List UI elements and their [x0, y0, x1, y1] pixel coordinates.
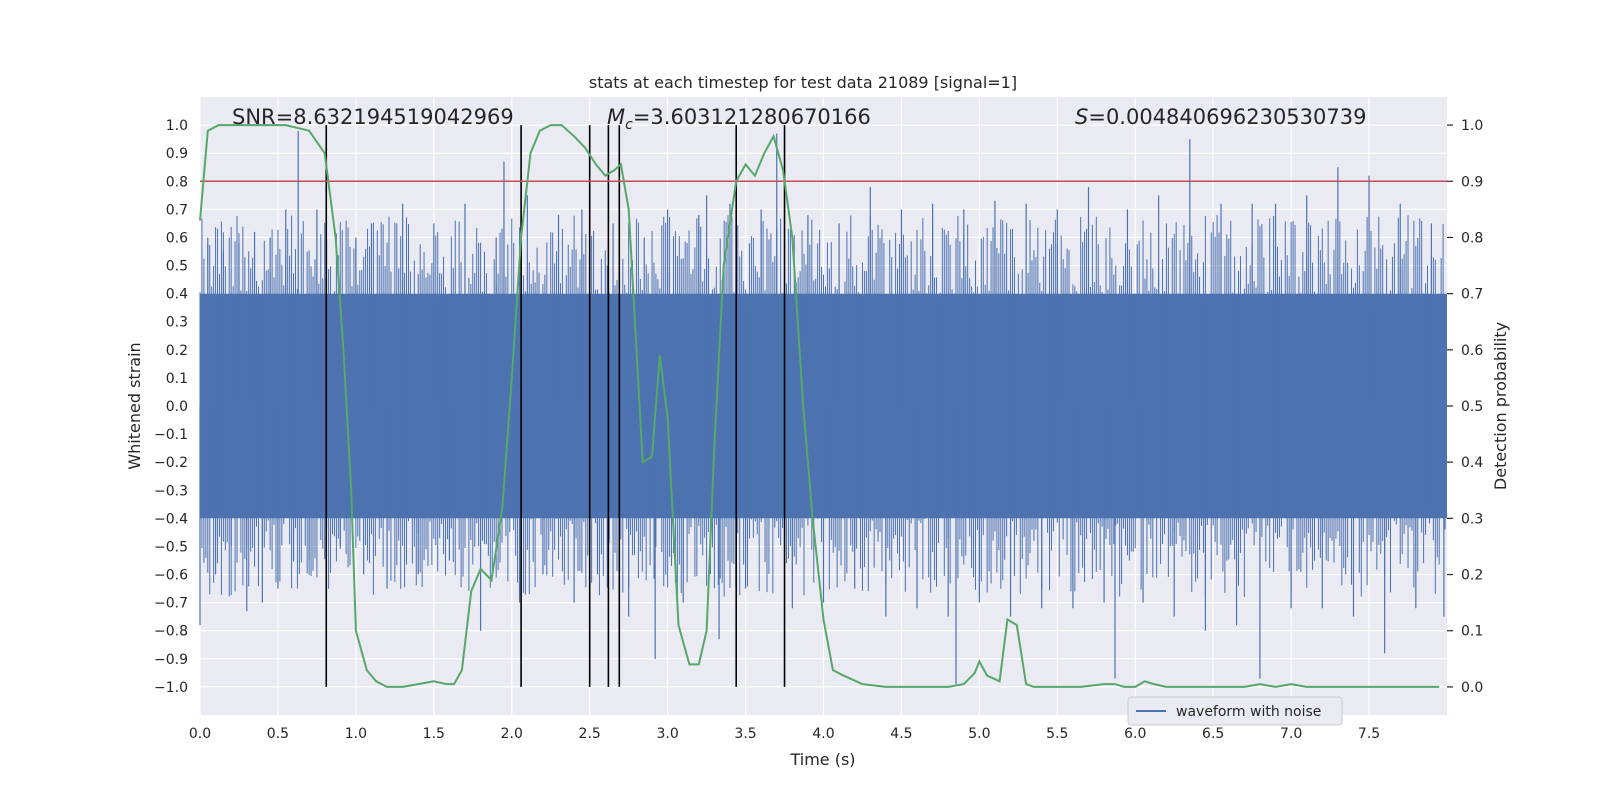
y-left-tick-label: 0.5 [166, 259, 188, 275]
x-tick-label: 3.5 [734, 726, 756, 742]
y-right-tick-label: 0.5 [1461, 399, 1483, 415]
y-right-tick-label: 1.0 [1461, 118, 1483, 134]
y-left-tick-label: −0.3 [154, 483, 188, 499]
y-left-tick-label: 0.8 [166, 174, 188, 190]
vertical-markers [325, 125, 786, 687]
y-left-tick-label: −0.5 [154, 539, 188, 555]
y-left-tick-label: −1.0 [154, 680, 188, 696]
y-left-tick-label: 0.6 [166, 230, 188, 246]
y-left-tick-label: 0.4 [166, 287, 188, 303]
y-right-tick-label: 0.0 [1461, 680, 1483, 696]
x-tick-label: 3.0 [656, 726, 678, 742]
x-axis-ticks: 0.0 0.5 1.0 1.5 2.0 2.5 3.0 3.5 4.0 4.5 5.0 5.5 6.0 6… [189, 726, 1380, 742]
x-tick-label: 6.5 [1202, 726, 1224, 742]
x-tick-label: 7.0 [1280, 726, 1302, 742]
y-left-axis-label: Whitened strain [125, 342, 144, 469]
y-left-tick-label: 0.3 [166, 315, 188, 331]
y-left-tick-label: 0.9 [166, 146, 188, 162]
y-right-tick-label: 0.7 [1461, 287, 1483, 303]
y-left-tick-label: 0.2 [166, 343, 188, 359]
x-tick-label: 0.0 [189, 726, 211, 742]
chart-title: stats at each timestep for test data 210… [589, 73, 1017, 92]
y-left-tick-label: 1.0 [166, 118, 188, 134]
y-left-tick-label: −0.1 [154, 427, 188, 443]
chirp-mass-value: =3.603121280670166 [633, 105, 871, 129]
snr-annotation: SNR=8.632194519042969 [232, 105, 514, 129]
y-left-tick-label: 0.1 [166, 371, 188, 387]
y-right-tick-label: 0.6 [1461, 343, 1483, 359]
legend-box [1127, 696, 1343, 726]
y-left-tick-label: −0.7 [154, 596, 188, 612]
detection-probability-series [199, 124, 1440, 688]
y-left-tick-label: −0.4 [154, 511, 188, 527]
x-tick-label: 0.5 [267, 726, 289, 742]
x-tick-label: 1.0 [345, 726, 367, 742]
chirp-mass-annotation: Mc=3.603121280670166 [607, 105, 871, 133]
x-tick-label: 1.5 [423, 726, 445, 742]
y-right-axis-label: Detection probability [1491, 322, 1510, 490]
chirp-mass-subscript: c [625, 117, 633, 133]
y-left-tick-label: −0.9 [154, 652, 188, 668]
chirp-mass-symbol: M [607, 105, 625, 129]
x-tick-label: 5.5 [1046, 726, 1068, 742]
legend: waveform with noise [1127, 696, 1343, 726]
y-left-axis-ticks: 1.0 0.9 0.8 0.7 0.6 0.5 0.4 0.3 0.2 0.1 0.0 −0.1 −0.… [154, 118, 188, 696]
s-annotation: S=0.004840696230530739 [1075, 105, 1366, 129]
probability-line [199, 124, 1440, 688]
x-axis-label: Time (s) [789, 750, 855, 769]
x-tick-label: 4.5 [890, 726, 912, 742]
legend-entry: waveform with noise [1176, 704, 1321, 720]
s-value: =0.004840696230530739 [1088, 105, 1366, 129]
y-left-tick-label: 0.7 [166, 202, 188, 218]
y-left-tick-label: 0.0 [166, 399, 188, 415]
y-right-axis-ticks: 1.0 0.9 0.8 0.7 0.6 0.5 0.4 0.3 0.2 0.1 0.0 [1447, 118, 1483, 696]
y-left-tick-label: −0.2 [154, 455, 188, 471]
x-tick-label: 2.5 [579, 726, 601, 742]
y-right-tick-label: 0.8 [1461, 230, 1483, 246]
y-right-tick-label: 0.1 [1461, 624, 1483, 640]
x-tick-label: 6.0 [1124, 726, 1146, 742]
y-left-tick-label: −0.8 [154, 624, 188, 640]
y-right-tick-label: 0.3 [1461, 511, 1483, 527]
y-right-tick-label: 0.2 [1461, 568, 1483, 584]
x-tick-label: 7.5 [1358, 726, 1380, 742]
x-tick-label: 2.0 [501, 726, 523, 742]
s-symbol: S [1075, 105, 1088, 129]
y-right-tick-label: 0.9 [1461, 174, 1483, 190]
x-tick-label: 5.0 [968, 726, 990, 742]
y-right-tick-label: 0.4 [1461, 455, 1483, 471]
y-left-tick-label: −0.6 [154, 568, 188, 584]
x-tick-label: 4.0 [812, 726, 834, 742]
